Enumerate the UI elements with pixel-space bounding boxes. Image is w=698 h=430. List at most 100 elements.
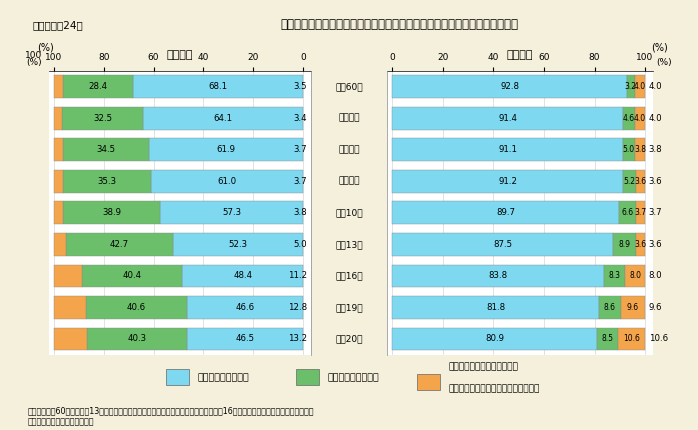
- Text: 8.3: 8.3: [609, 271, 621, 280]
- Bar: [62, 107, 143, 129]
- Bar: [54, 170, 63, 193]
- Text: 3.6: 3.6: [649, 177, 662, 186]
- Bar: [619, 202, 636, 224]
- Text: 11.2: 11.2: [288, 271, 307, 280]
- Text: 91.1: 91.1: [498, 145, 517, 154]
- Bar: [133, 75, 303, 98]
- Text: (%): (%): [656, 58, 671, 67]
- Text: 派遣社員，契約社員・嘱託，その他）: 派遣社員，契約社員・嘱託，その他）: [449, 384, 540, 393]
- Bar: [149, 138, 303, 161]
- Bar: [417, 374, 440, 390]
- Text: 3.8: 3.8: [293, 209, 307, 217]
- Bar: [54, 264, 82, 287]
- Text: 52.3: 52.3: [228, 240, 248, 249]
- Text: 4.0: 4.0: [634, 114, 646, 123]
- Bar: [54, 138, 63, 161]
- Bar: [63, 170, 151, 193]
- Text: 3.5: 3.5: [293, 82, 307, 91]
- Bar: [618, 328, 645, 350]
- Bar: [635, 75, 645, 98]
- Bar: [54, 328, 87, 350]
- Bar: [635, 138, 645, 161]
- Bar: [392, 296, 599, 319]
- Text: 8.6: 8.6: [604, 303, 616, 312]
- Text: 3.6: 3.6: [649, 240, 662, 249]
- Text: 46.6: 46.6: [235, 303, 255, 312]
- Text: パート・アルバイト: パート・アルバイト: [327, 373, 379, 382]
- Text: 4.0: 4.0: [634, 82, 646, 91]
- Text: 平成19年: 平成19年: [335, 303, 363, 312]
- Bar: [166, 369, 189, 385]
- Text: 4.6: 4.6: [623, 114, 635, 123]
- Bar: [597, 328, 618, 350]
- Text: 81.8: 81.8: [487, 303, 505, 312]
- Text: 6.6: 6.6: [621, 209, 633, 217]
- Bar: [66, 233, 173, 256]
- Text: 9.6: 9.6: [649, 303, 662, 312]
- Bar: [604, 264, 625, 287]
- Text: 4.0: 4.0: [649, 82, 662, 91]
- Bar: [614, 233, 636, 256]
- Text: 87.5: 87.5: [493, 240, 512, 249]
- Bar: [187, 328, 303, 350]
- Bar: [636, 233, 645, 256]
- Bar: [392, 75, 627, 98]
- Text: 平成４年: 平成４年: [339, 145, 359, 154]
- Text: (%): (%): [651, 42, 668, 52]
- Text: 61.0: 61.0: [218, 177, 237, 186]
- Bar: [161, 202, 303, 224]
- Bar: [82, 264, 182, 287]
- Text: 80.9: 80.9: [485, 335, 504, 344]
- Text: 3.6: 3.6: [634, 240, 646, 249]
- Text: 8.9: 8.9: [618, 240, 631, 249]
- Text: 42.7: 42.7: [110, 240, 129, 249]
- Text: 〈男性〉: 〈男性〉: [507, 50, 533, 60]
- Text: 28.4: 28.4: [89, 82, 107, 91]
- Text: その他（労働者派遣事業所の: その他（労働者派遣事業所の: [449, 362, 519, 371]
- Text: （年平均）より作成。: （年平均）より作成。: [28, 417, 94, 426]
- Text: 40.4: 40.4: [123, 271, 142, 280]
- Bar: [63, 75, 133, 98]
- Bar: [392, 202, 619, 224]
- Text: 第１－特－24図: 第１－特－24図: [32, 20, 83, 30]
- Bar: [182, 264, 303, 287]
- Text: 3.7: 3.7: [293, 177, 307, 186]
- Bar: [623, 170, 636, 193]
- Text: 89.7: 89.7: [496, 209, 515, 217]
- Text: 平成20年: 平成20年: [335, 335, 363, 344]
- Bar: [54, 202, 64, 224]
- Text: 5.0: 5.0: [293, 240, 307, 249]
- Text: 3.7: 3.7: [649, 209, 662, 217]
- Bar: [54, 107, 62, 129]
- Bar: [599, 296, 621, 319]
- Text: 91.2: 91.2: [498, 177, 517, 186]
- Text: 平成16年: 平成16年: [335, 271, 363, 280]
- Bar: [392, 170, 623, 193]
- Text: 34.5: 34.5: [96, 145, 115, 154]
- Text: 3.6: 3.6: [634, 177, 646, 186]
- Text: 平成元年: 平成元年: [339, 114, 359, 123]
- Text: 8.5: 8.5: [602, 335, 614, 344]
- Text: 5.2: 5.2: [623, 177, 635, 186]
- Text: 5.0: 5.0: [623, 145, 635, 154]
- Text: 3.2: 3.2: [625, 82, 637, 91]
- Text: 3.7: 3.7: [293, 145, 307, 154]
- Text: 10.6: 10.6: [623, 335, 640, 344]
- Text: 〈女性〉: 〈女性〉: [167, 50, 193, 60]
- Text: 雇用形態別にみた役員を除く雇用者（非農林業）の構成割合の推移（性別）: 雇用形態別にみた役員を除く雇用者（非農林業）の構成割合の推移（性別）: [281, 18, 519, 31]
- Text: 8.0: 8.0: [649, 271, 662, 280]
- Text: 平成７年: 平成７年: [339, 177, 359, 186]
- Text: 46.5: 46.5: [236, 335, 255, 344]
- Bar: [54, 75, 63, 98]
- Text: 61.9: 61.9: [216, 145, 235, 154]
- Bar: [173, 233, 303, 256]
- Bar: [143, 107, 303, 129]
- Text: 13.2: 13.2: [288, 335, 307, 344]
- Text: 32.5: 32.5: [94, 114, 112, 123]
- Text: 38.9: 38.9: [103, 209, 121, 217]
- Bar: [54, 296, 86, 319]
- Text: 3.8: 3.8: [634, 145, 646, 154]
- Bar: [86, 296, 187, 319]
- Bar: [635, 107, 645, 129]
- Bar: [621, 296, 645, 319]
